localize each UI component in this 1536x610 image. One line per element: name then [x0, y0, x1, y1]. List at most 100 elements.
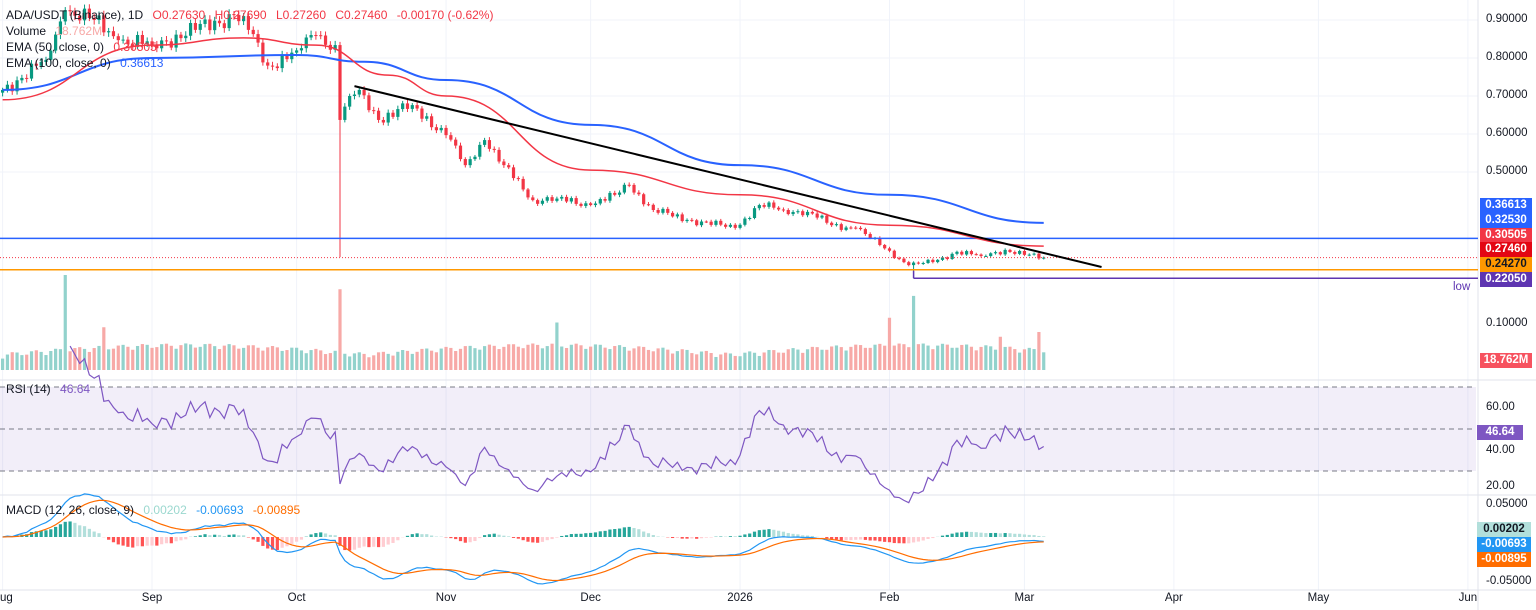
ema50-legend[interactable]: EMA (50, close, 0) 0.30505	[6, 40, 163, 54]
volume-bar	[627, 350, 631, 370]
macd-line-value: -0.00693	[196, 503, 244, 517]
candle-body	[757, 205, 761, 209]
candle-body	[352, 94, 357, 96]
volume-bar	[429, 350, 434, 370]
candle-body	[68, 10, 72, 12]
macd-histogram-bar	[767, 529, 771, 537]
macd-histogram-bar	[150, 537, 154, 546]
volume-bar	[724, 352, 728, 370]
candle-body	[569, 198, 573, 202]
candle-body	[266, 62, 270, 66]
candle-body	[627, 184, 631, 186]
candle-body	[555, 198, 559, 201]
candle-body	[762, 205, 766, 207]
volume-bar	[584, 348, 588, 370]
volume-bar	[179, 345, 183, 370]
candle-body	[381, 119, 385, 123]
volume-bar	[936, 345, 940, 370]
macd-histogram-bar	[348, 537, 352, 551]
volume-bar	[29, 351, 34, 370]
macd-histogram-bar	[728, 536, 733, 537]
candle-body	[184, 35, 188, 39]
macd-legend[interactable]: MACD (12, 26, close, 9) 0.00202 -0.00693…	[6, 503, 306, 517]
volume-bar	[1027, 347, 1031, 370]
candle-body	[955, 251, 959, 254]
macd-histogram-bar	[352, 537, 357, 550]
volume-bar	[454, 351, 458, 370]
candle-body	[719, 220, 723, 225]
macd-histogram-bar	[569, 534, 573, 537]
volume-bar	[237, 348, 241, 370]
candle-body	[131, 44, 135, 46]
candle-body	[420, 108, 424, 119]
volume-bar	[5, 354, 10, 370]
macd-histogram-bar	[468, 537, 472, 543]
macd-histogram-bar	[651, 535, 655, 537]
volume-legend[interactable]: Volume 18.762M	[6, 24, 108, 38]
volume-bar	[39, 351, 43, 370]
candle-body	[343, 106, 347, 120]
price-axis-label: 0.70000	[1486, 89, 1528, 101]
macd-histogram-bar	[319, 532, 323, 537]
low-label: low	[1453, 281, 1471, 293]
macd-histogram-bar	[333, 535, 337, 537]
candle-body	[598, 199, 602, 204]
macd-histogram-bar	[449, 537, 453, 539]
macd-histogram-bar	[458, 537, 463, 542]
volume-bar	[993, 349, 998, 370]
candle-body	[699, 221, 704, 226]
volume-bar	[131, 349, 135, 370]
time-axis-label: Feb	[879, 592, 900, 604]
volume-bar	[434, 352, 438, 370]
ema100-legend[interactable]: EMA (100, close, 0) 0.36613	[6, 56, 169, 70]
volume-bar	[950, 347, 954, 370]
volume-bar	[955, 347, 959, 370]
time-axis-label: Sep	[141, 592, 163, 604]
candle-body	[728, 224, 733, 227]
candle-body	[564, 196, 569, 202]
candle-body	[44, 59, 48, 62]
volume-bar	[256, 347, 260, 370]
volume-bar	[1003, 346, 1007, 370]
candle-body	[150, 41, 154, 46]
candle-body	[82, 8, 87, 21]
candle-body	[15, 80, 19, 92]
volume-bar	[642, 346, 646, 370]
candle-body	[579, 203, 583, 206]
volume-bar	[887, 317, 892, 370]
volume-bar	[217, 349, 222, 370]
candle-body	[391, 112, 395, 117]
candle-body	[593, 203, 598, 206]
volume-bar	[357, 352, 361, 370]
macd-histogram-bar	[670, 537, 675, 539]
macd-histogram-bar	[135, 537, 140, 547]
volume-bar	[907, 347, 911, 370]
candle-body	[854, 227, 858, 229]
candle-body	[646, 204, 651, 206]
macd-label: MACD (12, 26, close, 9)	[6, 503, 135, 517]
candle-body	[405, 103, 410, 109]
volume-bar	[343, 353, 347, 370]
candle-body	[502, 161, 506, 166]
rsi-legend[interactable]: RSI (14) 46.64	[6, 382, 96, 396]
candle-body	[531, 197, 535, 201]
macd-histogram-bar	[87, 528, 91, 537]
ema50-value: 0.30505	[113, 40, 157, 54]
macd-histogram-bar	[492, 533, 496, 537]
time-axis-label: May	[1307, 592, 1330, 604]
candle-body	[589, 203, 593, 206]
candle-body	[642, 194, 646, 205]
macd-histogram-bar	[699, 537, 704, 539]
macd-histogram-bar	[410, 534, 414, 537]
volume-bar	[521, 348, 525, 370]
volume-bar	[767, 349, 771, 370]
time-axis-label: 2026	[727, 592, 753, 604]
candle-body	[25, 77, 29, 79]
candle-body	[242, 16, 246, 22]
macd-histogram-bar	[270, 537, 275, 550]
volume-bar	[164, 343, 169, 370]
volume-bar	[617, 345, 622, 370]
macd-histogram-bar	[873, 537, 877, 541]
ema50-label: EMA (50, close, 0)	[6, 40, 105, 54]
